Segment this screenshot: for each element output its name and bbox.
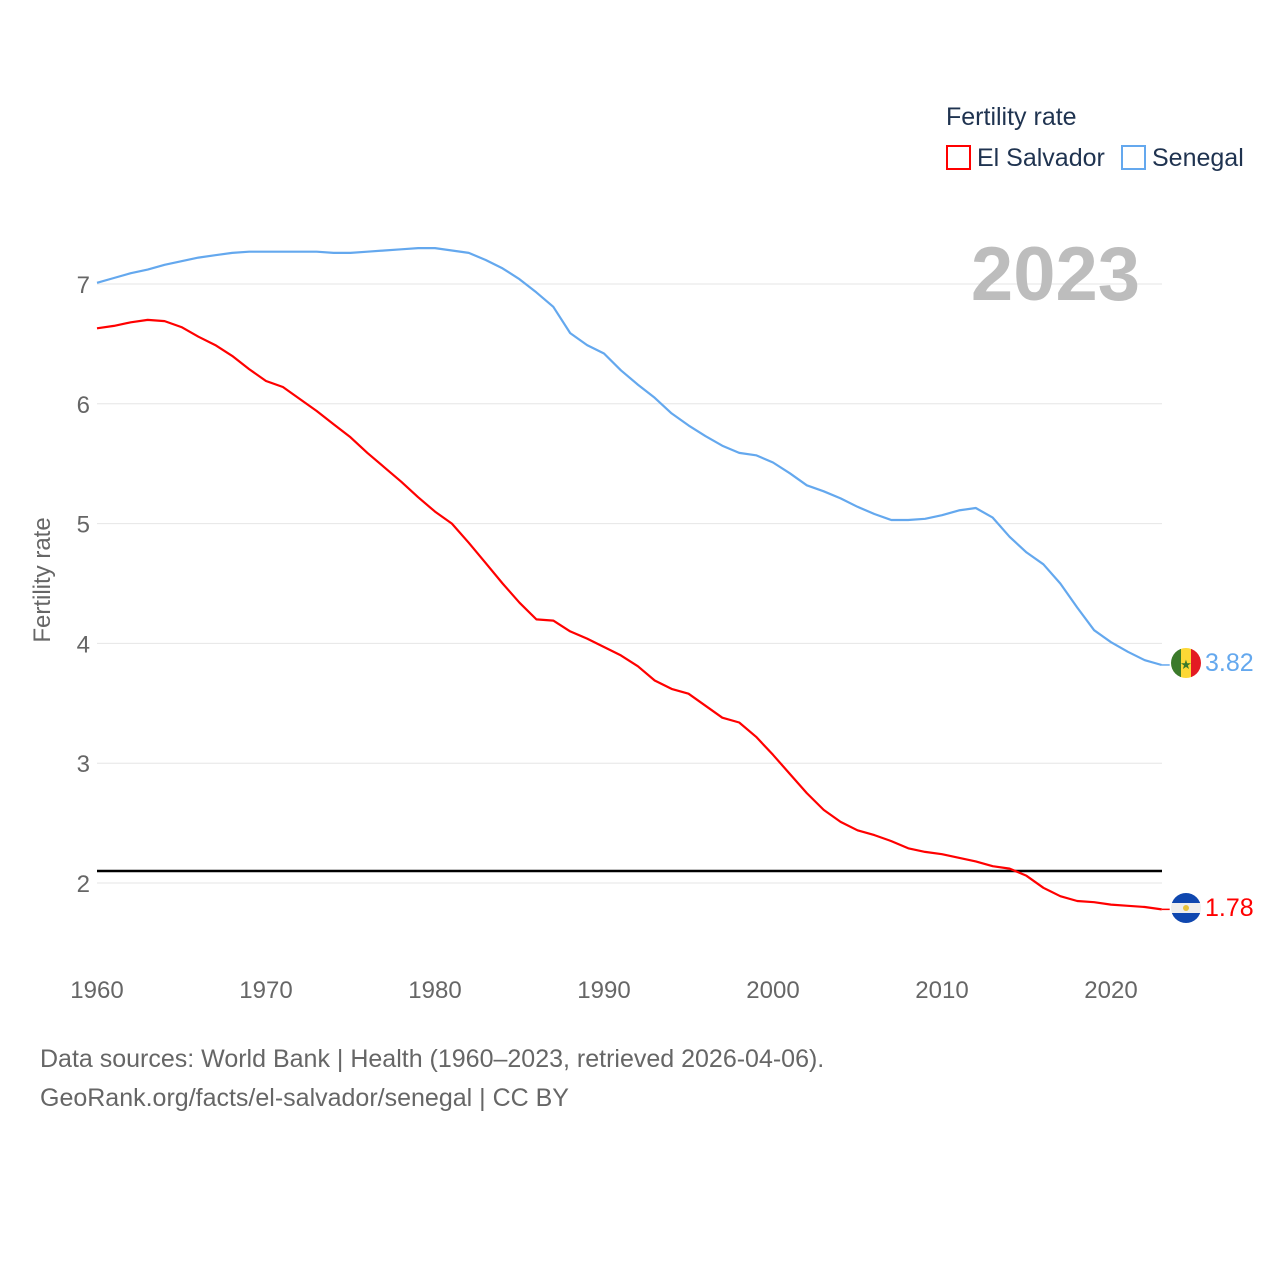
legend-label-el-salvador[interactable]: El Salvador <box>977 144 1105 172</box>
data-source-note: Data sources: World Bank | Health (1960–… <box>40 1045 825 1073</box>
series-line-senegal <box>96 247 1163 667</box>
x-tick-label: 1980 <box>408 977 461 1004</box>
legend-title: Fertility rate <box>946 103 1077 131</box>
x-tick-label: 2010 <box>915 977 968 1004</box>
legend-label-senegal[interactable]: Senegal <box>1152 144 1244 172</box>
senegal-flag-icon: ★ <box>1171 648 1201 678</box>
y-tick-label: 7 <box>77 272 90 299</box>
x-tick-label: 1990 <box>577 977 630 1004</box>
series-line-el-salvador <box>96 318 1162 911</box>
el-salvador-flag-icon <box>1171 893 1201 923</box>
el-salvador-end-value: 1.78 <box>1205 894 1254 922</box>
x-tick-label: 1970 <box>239 977 292 1004</box>
y-tick-label: 2 <box>77 871 90 898</box>
y-tick-label: 4 <box>77 631 90 658</box>
x-tick-label: 1960 <box>70 977 123 1004</box>
senegal-end-value: 3.82 <box>1205 649 1254 677</box>
year-watermark: 2023 <box>971 232 1140 317</box>
y-tick-label: 3 <box>77 751 90 778</box>
legend-swatch-senegal <box>1121 145 1146 170</box>
x-tick-label: 2020 <box>1084 977 1137 1004</box>
y-tick-label: 6 <box>77 392 90 419</box>
y-tick-label: 5 <box>77 512 90 539</box>
attribution-link[interactable]: GeoRank.org/facts/el-salvador/senegal | … <box>40 1084 569 1112</box>
y-axis-label: Fertility rate <box>29 517 56 642</box>
x-tick-label: 2000 <box>746 977 799 1004</box>
svg-text:★: ★ <box>1180 657 1192 672</box>
legend-swatch-el-salvador <box>946 145 971 170</box>
